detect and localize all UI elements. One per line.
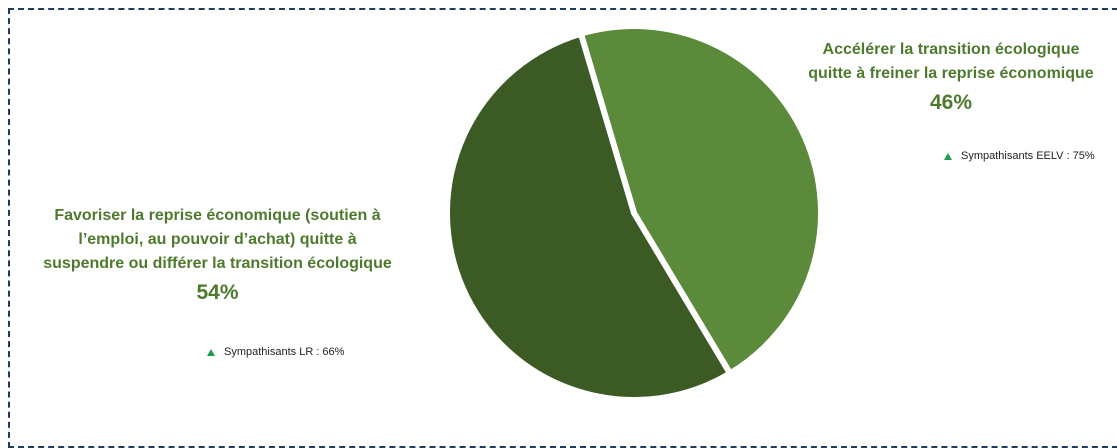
note-lr-text: Sympathisants LR : 66% — [224, 346, 345, 358]
note-eelv-text: Sympathisants EELV : 75% — [961, 150, 1095, 162]
slice-label-reprise: Favoriser la reprise économique (soutien… — [40, 204, 395, 308]
slice-label-transition-text: Accélérer la transition écologique quitt… — [808, 41, 1094, 82]
slice-value-transition: 46% — [929, 91, 973, 114]
pie-slice-transition — [577, 23, 824, 378]
note-eelv: Sympathisants EELV : 75% — [944, 150, 1095, 162]
note-lr: Sympathisants LR : 66% — [207, 346, 344, 358]
slice-label-transition: Accélérer la transition écologique quitt… — [806, 38, 1096, 118]
up-triangle-icon — [944, 152, 952, 160]
slice-label-reprise-text: Favoriser la reprise économique (soutien… — [43, 207, 392, 272]
slice-value-reprise: 54% — [196, 281, 239, 304]
up-triangle-icon — [207, 348, 215, 356]
pie-chart — [444, 23, 824, 403]
pie-slice-reprise — [444, 29, 735, 403]
